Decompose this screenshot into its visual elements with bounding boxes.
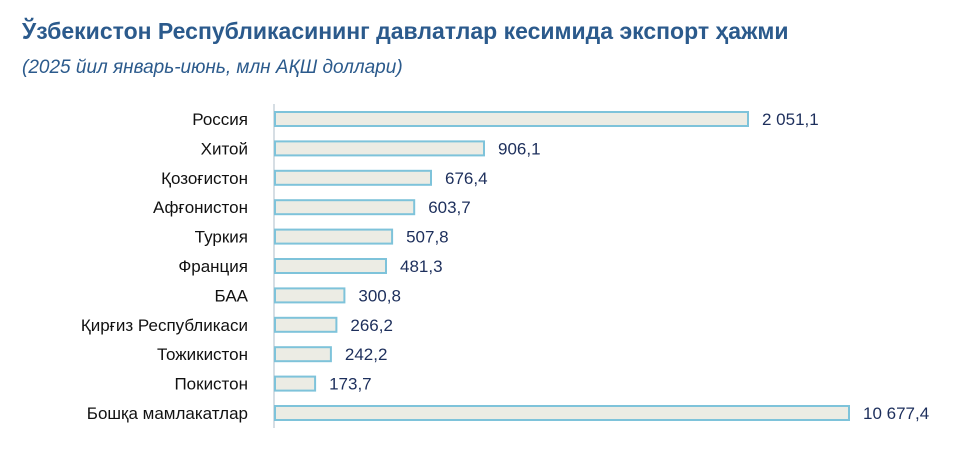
value-label: 300,8 <box>358 286 401 305</box>
value-label: 507,8 <box>406 228 449 247</box>
value-label: 906,1 <box>498 139 541 158</box>
bar <box>274 375 317 392</box>
value-label: 603,7 <box>428 198 471 217</box>
category-label: Покистон <box>174 375 248 394</box>
value-label: 481,3 <box>400 257 443 276</box>
category-label: Қирғиз Республикаси <box>81 316 248 335</box>
category-label: Қозоғистон <box>161 169 248 188</box>
bar <box>274 199 416 216</box>
category-label: Туркия <box>195 228 248 247</box>
category-label: Афғонистон <box>153 198 248 217</box>
value-label: 173,7 <box>329 375 372 394</box>
bars-group <box>274 111 850 421</box>
value-label: 242,2 <box>345 345 388 364</box>
category-label: БАА <box>215 286 249 305</box>
value-label: 266,2 <box>350 316 393 335</box>
value-label: 676,4 <box>445 169 488 188</box>
chart-subtitle: (2025 йил январь-июнь, млн АҚШ доллари) <box>22 57 403 78</box>
category-labels-group: Россия Хитой Қозоғистон Афғонистон Туркия Фра… <box>81 110 249 423</box>
chart-title: Ўзбекистон Республикасининг давлатлар ке… <box>22 18 789 44</box>
category-label: Бошқа мамлакатлар <box>87 404 248 423</box>
bar <box>274 258 387 274</box>
category-label: Россия <box>192 110 248 129</box>
bar <box>274 228 394 245</box>
bar <box>274 140 485 157</box>
category-label: Франция <box>178 257 248 276</box>
bar <box>274 287 346 304</box>
bar <box>274 111 749 127</box>
category-label: Хитой <box>201 139 248 158</box>
category-label: Тожикистон <box>157 345 248 364</box>
bar <box>274 405 850 421</box>
value-labels-group: 2 051,1 906,1 676,4 603,7 507,8 481,3 300,8 266… <box>329 110 929 423</box>
bar <box>274 316 338 333</box>
value-label: 10 677,4 <box>863 404 929 423</box>
bar <box>274 169 432 186</box>
bar <box>274 346 332 363</box>
value-label: 2 051,1 <box>762 110 819 129</box>
